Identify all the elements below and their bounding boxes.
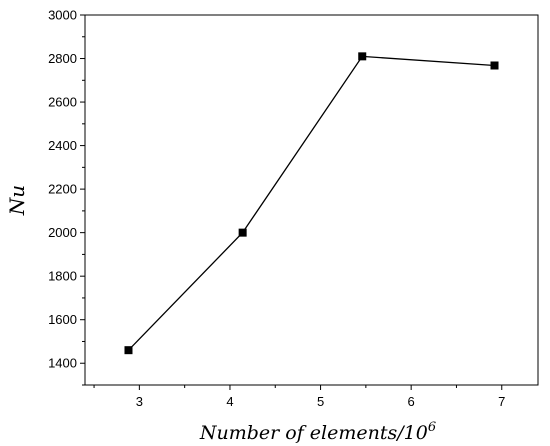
data-point-marker — [124, 346, 133, 355]
plot-frame — [84, 14, 539, 386]
y-tick-label: 3000 — [48, 8, 77, 23]
y-tick-label: 2200 — [48, 182, 77, 197]
data-point-marker — [238, 228, 247, 237]
x-tick-label: 4 — [226, 394, 233, 409]
x-axis: 3 4 5 6 7 — [93, 385, 505, 409]
y-tick-label: 1600 — [48, 312, 77, 327]
x-axis-title: Number of elements/106 — [199, 420, 436, 444]
y-tick-label: 2600 — [48, 95, 77, 110]
y-tick-label: 2400 — [48, 138, 77, 153]
y-tick-label: 1800 — [48, 269, 77, 284]
data-point-marker — [490, 61, 499, 70]
series-group — [124, 52, 499, 355]
x-tick-label: 3 — [136, 394, 143, 409]
y-axis: 1400 1600 1800 2000 2200 2400 2600 2800 3000 — [48, 8, 85, 386]
x-tick-label: 6 — [408, 394, 415, 409]
y-tick-label: 1400 — [48, 356, 77, 371]
y-tick-label: 2000 — [48, 225, 77, 240]
x-axis-title-text: Number of elements/10 — [199, 422, 428, 444]
y-axis-title: Nu — [5, 185, 29, 216]
x-axis-title-exponent: 6 — [428, 420, 436, 435]
y-tick-label: 2800 — [48, 51, 77, 66]
x-tick-label: 5 — [317, 394, 324, 409]
data-point-marker — [358, 52, 367, 61]
series-line — [128, 55, 495, 351]
x-tick-label: 7 — [498, 394, 505, 409]
